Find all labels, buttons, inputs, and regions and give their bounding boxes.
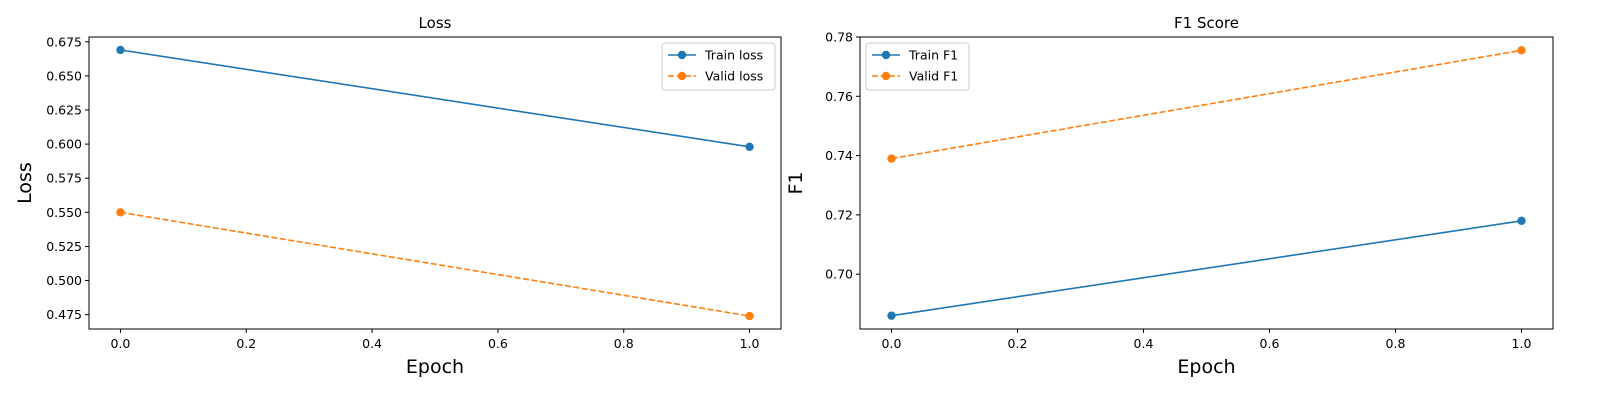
- y-tick-label: 0.575: [46, 171, 82, 186]
- y-tick-label: 0.675: [46, 34, 82, 49]
- data-point: [116, 45, 125, 55]
- data-point: [887, 154, 896, 163]
- y-tick-label: 0.550: [46, 205, 82, 220]
- data-point: [745, 311, 754, 321]
- x-axis-label: Epoch: [406, 356, 464, 378]
- chart-loss: Loss 0.0 0.2 0.4 0.6 0.8 1.0 0.475 0.500 0.525 0.5…: [14, 14, 782, 378]
- legend-marker: [677, 71, 687, 81]
- legend-marker: [677, 50, 687, 60]
- x-tick-label: 1.0: [1512, 336, 1532, 351]
- x-tick-label: 0.6: [488, 336, 508, 351]
- y-tick-label: 0.525: [46, 239, 82, 254]
- chart-title: F1 Score: [1174, 14, 1239, 32]
- y-tick-label: 0.600: [46, 137, 82, 152]
- series-line-train-f1: [891, 220, 1522, 317]
- y-tick-label: 0.475: [46, 307, 82, 322]
- y-tick-label: 0.74: [825, 148, 853, 163]
- x-tick-label: 0.6: [1260, 336, 1280, 351]
- x-tick-label: 0.2: [236, 336, 256, 351]
- y-tick-label: 0.76: [825, 89, 853, 104]
- legend-label: Valid F1: [909, 69, 958, 84]
- x-tick-label: 0.4: [362, 336, 382, 351]
- x-axis-label: Epoch: [1177, 356, 1235, 378]
- x-tick-label: 0.4: [1134, 336, 1154, 351]
- data-point: [1517, 216, 1526, 225]
- y-axis-label: F1: [785, 171, 807, 194]
- data-point: [887, 311, 896, 320]
- legend-marker: [881, 50, 891, 60]
- x-tick-label: 1.0: [740, 336, 760, 351]
- legend: Train loss Valid loss: [661, 42, 776, 91]
- y-axis-label: Loss: [14, 162, 36, 204]
- data-point: [745, 142, 754, 152]
- chart-f1: F1 Score 0.0 0.2 0.4 0.6 0.8 1.0 0.70 0.72 0.74 0.…: [785, 14, 1554, 378]
- y-tick-label: 0.72: [825, 207, 853, 222]
- x-tick-label: 0.0: [882, 336, 902, 351]
- legend-label: Train F1: [908, 48, 958, 63]
- y-tick-label: 0.650: [46, 68, 82, 83]
- data-point: [1517, 46, 1526, 55]
- chart-title: Loss: [419, 14, 452, 32]
- series-line-valid-loss: [120, 211, 750, 317]
- series-line-valid-f1: [891, 49, 1522, 160]
- series-line-train-loss: [120, 49, 750, 148]
- x-tick-label: 0.8: [1386, 336, 1406, 351]
- plot-frame: [88, 36, 782, 330]
- y-tick-label: 0.78: [825, 30, 853, 45]
- x-tick-label: 0.2: [1008, 336, 1028, 351]
- plot-frame: [859, 36, 1554, 330]
- y-tick-label: 0.625: [46, 103, 82, 118]
- legend-label: Valid loss: [705, 69, 763, 84]
- data-point: [116, 208, 125, 217]
- legend-label: Train loss: [704, 48, 763, 63]
- y-tick-label: 0.500: [46, 273, 82, 288]
- x-tick-label: 0.0: [111, 336, 131, 351]
- x-tick-label: 0.8: [614, 336, 634, 351]
- y-tick-label: 0.70: [825, 267, 853, 282]
- legend-marker: [881, 71, 891, 81]
- legend: Train F1 Valid F1: [865, 42, 970, 91]
